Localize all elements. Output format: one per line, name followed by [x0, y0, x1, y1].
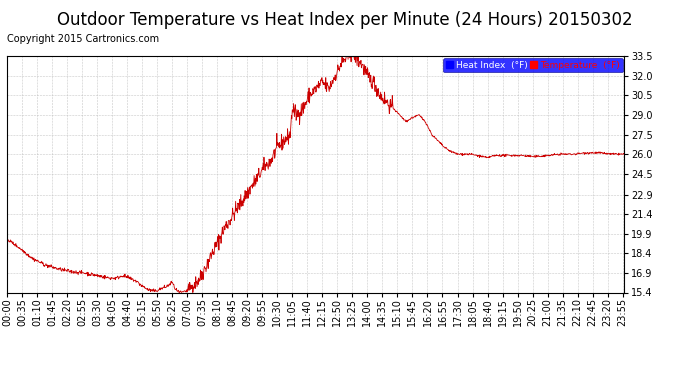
Legend: Heat Index  (°F), Temperature  (°F): Heat Index (°F), Temperature (°F)	[443, 58, 622, 72]
Text: Outdoor Temperature vs Heat Index per Minute (24 Hours) 20150302: Outdoor Temperature vs Heat Index per Mi…	[57, 11, 633, 29]
Text: Copyright 2015 Cartronics.com: Copyright 2015 Cartronics.com	[7, 34, 159, 44]
